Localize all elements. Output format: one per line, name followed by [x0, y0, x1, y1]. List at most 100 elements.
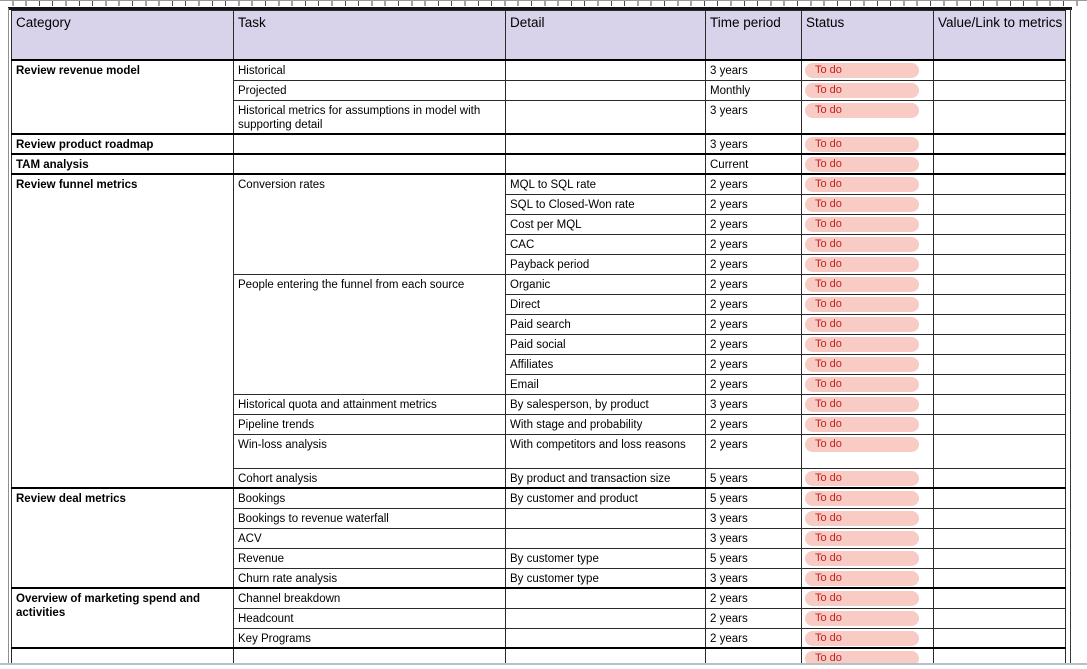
status-chip-todo[interactable]: To do: [805, 510, 919, 526]
cell-detail[interactable]: By customer and product: [505, 487, 706, 509]
cell-detail[interactable]: [505, 527, 706, 549]
cell-detail[interactable]: [505, 99, 706, 135]
cell-status[interactable]: To do: [801, 99, 934, 135]
cell-value-link[interactable]: [933, 547, 1066, 569]
column-header-detail[interactable]: Detail: [505, 10, 706, 61]
cell-value-link[interactable]: [933, 607, 1066, 629]
cell-detail[interactable]: [505, 607, 706, 629]
cell-status[interactable]: To do: [801, 253, 934, 275]
cell-task[interactable]: [233, 647, 506, 663]
cell-category[interactable]: Review product roadmap: [11, 133, 234, 155]
cell-task[interactable]: People entering the funnel from each sou…: [233, 273, 506, 395]
cell-value-link[interactable]: [933, 59, 1066, 81]
cell-value-link[interactable]: [933, 433, 1066, 469]
cell-time-period[interactable]: 2 years: [705, 333, 802, 355]
cell-status[interactable]: To do: [801, 313, 934, 335]
cell-status[interactable]: To do: [801, 467, 934, 489]
cell-detail[interactable]: Affiliates: [505, 353, 706, 375]
status-chip-todo[interactable]: To do: [805, 296, 919, 312]
cell-task[interactable]: Key Programs: [233, 627, 506, 649]
status-chip-todo[interactable]: To do: [805, 63, 919, 78]
cell-time-period[interactable]: 3 years: [705, 567, 802, 589]
cell-status[interactable]: To do: [801, 433, 934, 469]
cell-value-link[interactable]: [933, 353, 1066, 375]
cell-status[interactable]: To do: [801, 273, 934, 295]
cell-detail[interactable]: Paid search: [505, 313, 706, 335]
cell-value-link[interactable]: [933, 133, 1066, 155]
cell-status[interactable]: To do: [801, 393, 934, 415]
cell-status[interactable]: To do: [801, 173, 934, 195]
cell-value-link[interactable]: [933, 153, 1066, 175]
column-header-category[interactable]: Category: [11, 10, 234, 61]
status-chip-todo[interactable]: To do: [805, 591, 919, 606]
cell-task[interactable]: Bookings: [233, 487, 506, 509]
cell-time-period[interactable]: [705, 647, 802, 663]
column-header-value-link-to-metrics[interactable]: Value/Link to metrics: [933, 10, 1066, 61]
cell-time-period[interactable]: 3 years: [705, 99, 802, 135]
status-chip-todo[interactable]: To do: [805, 102, 919, 118]
cell-status[interactable]: To do: [801, 293, 934, 315]
status-chip-todo[interactable]: To do: [805, 196, 919, 212]
cell-value-link[interactable]: [933, 273, 1066, 295]
cell-status[interactable]: To do: [801, 607, 934, 629]
cell-time-period[interactable]: 3 years: [705, 507, 802, 529]
status-chip-todo[interactable]: To do: [805, 570, 919, 586]
cell-status[interactable]: To do: [801, 353, 934, 375]
status-chip-todo[interactable]: To do: [805, 157, 919, 172]
cell-detail[interactable]: Payback period: [505, 253, 706, 275]
status-chip-todo[interactable]: To do: [805, 436, 919, 452]
status-chip-todo[interactable]: To do: [805, 470, 919, 486]
column-header-time-period[interactable]: Time period: [705, 10, 802, 61]
cell-status[interactable]: To do: [801, 79, 934, 101]
cell-detail[interactable]: SQL to Closed-Won rate: [505, 193, 706, 215]
status-chip-todo[interactable]: To do: [805, 82, 919, 98]
cell-task[interactable]: Conversion rates: [233, 173, 506, 275]
cell-status[interactable]: To do: [801, 59, 934, 81]
cell-task[interactable]: Revenue: [233, 547, 506, 569]
status-chip-todo[interactable]: To do: [805, 416, 919, 432]
cell-detail[interactable]: By product and transaction size: [505, 467, 706, 489]
cell-task[interactable]: [233, 153, 506, 175]
cell-task[interactable]: [233, 133, 506, 155]
cell-time-period[interactable]: 2 years: [705, 413, 802, 435]
cell-category[interactable]: Review revenue model: [11, 59, 234, 135]
status-chip-todo[interactable]: To do: [805, 376, 919, 392]
cell-time-period[interactable]: 5 years: [705, 487, 802, 509]
cell-task[interactable]: Historical metrics for assumptions in mo…: [233, 99, 506, 135]
cell-detail[interactable]: [505, 59, 706, 81]
column-header-status[interactable]: Status: [801, 10, 934, 61]
cell-task[interactable]: Headcount: [233, 607, 506, 629]
status-chip-todo[interactable]: To do: [805, 630, 919, 646]
cell-value-link[interactable]: [933, 627, 1066, 649]
cell-detail[interactable]: With stage and probability: [505, 413, 706, 435]
status-chip-todo[interactable]: To do: [805, 256, 919, 272]
cell-category[interactable]: Review funnel metrics: [11, 173, 234, 489]
cell-category[interactable]: Overview of marketing spend and activiti…: [11, 587, 234, 649]
cell-task[interactable]: Bookings to revenue waterfall: [233, 507, 506, 529]
status-chip-todo[interactable]: To do: [805, 316, 919, 332]
cell-time-period[interactable]: 5 years: [705, 547, 802, 569]
cell-time-period[interactable]: 2 years: [705, 233, 802, 255]
cell-value-link[interactable]: [933, 333, 1066, 355]
cell-task[interactable]: Projected: [233, 79, 506, 101]
cell-task[interactable]: Pipeline trends: [233, 413, 506, 435]
cell-value-link[interactable]: [933, 527, 1066, 549]
cell-detail[interactable]: MQL to SQL rate: [505, 173, 706, 195]
status-chip-todo[interactable]: To do: [805, 491, 919, 506]
cell-status[interactable]: To do: [801, 193, 934, 215]
cell-value-link[interactable]: [933, 507, 1066, 529]
cell-status[interactable]: To do: [801, 153, 934, 175]
cell-detail[interactable]: Organic: [505, 273, 706, 295]
cell-value-link[interactable]: [933, 293, 1066, 315]
cell-detail[interactable]: [505, 79, 706, 101]
cell-value-link[interactable]: [933, 253, 1066, 275]
cell-status[interactable]: To do: [801, 567, 934, 589]
cell-category[interactable]: TAM analysis: [11, 153, 234, 175]
cell-status[interactable]: To do: [801, 413, 934, 435]
cell-value-link[interactable]: [933, 487, 1066, 509]
cell-status[interactable]: To do: [801, 527, 934, 549]
cell-time-period[interactable]: 3 years: [705, 527, 802, 549]
cell-time-period[interactable]: 2 years: [705, 253, 802, 275]
cell-value-link[interactable]: [933, 587, 1066, 609]
cell-value-link[interactable]: [933, 647, 1066, 663]
